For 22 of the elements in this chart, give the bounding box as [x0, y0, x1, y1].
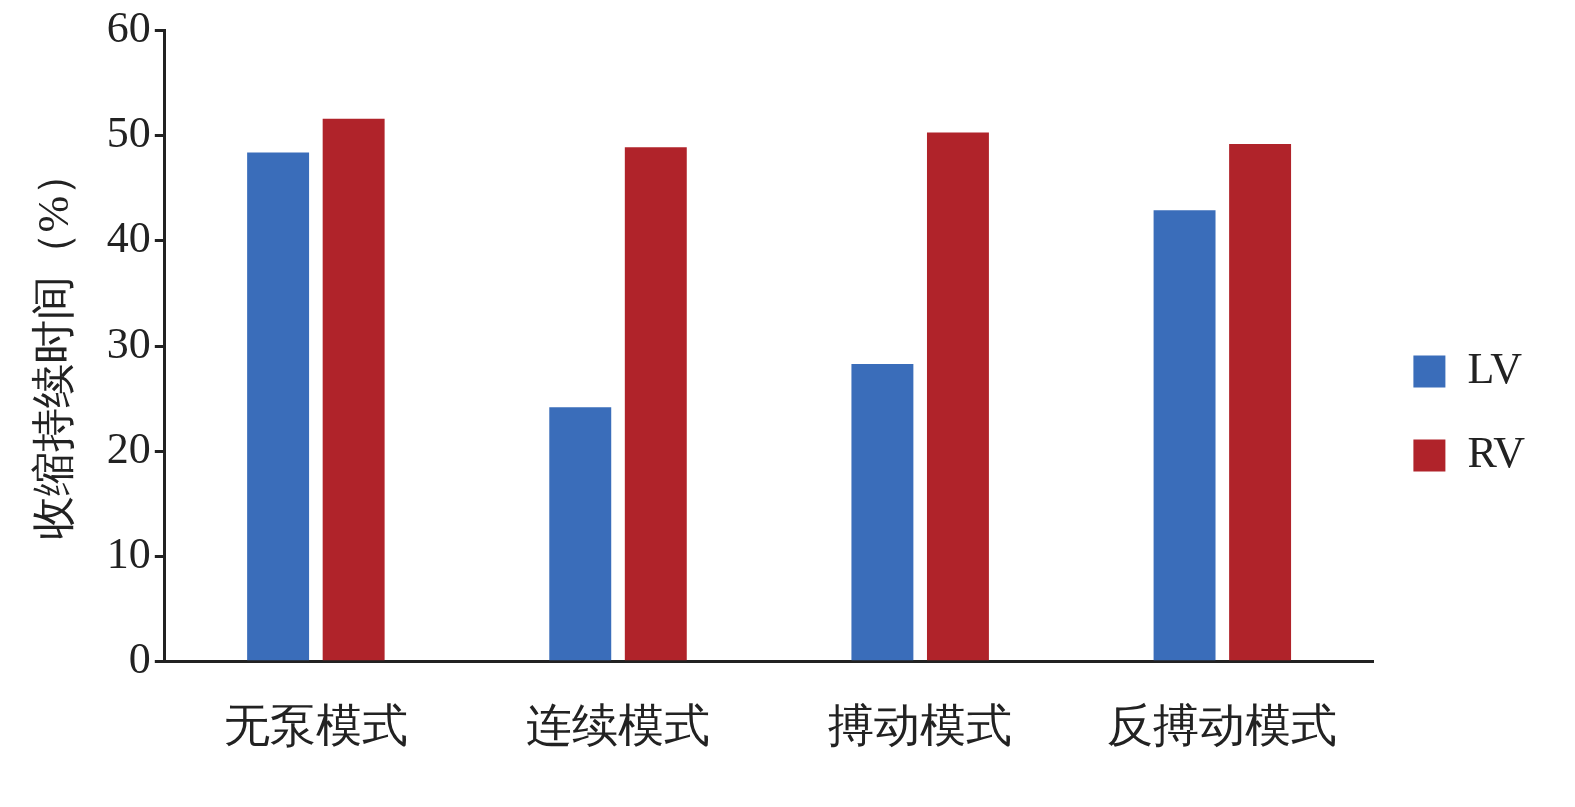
bar: [926, 132, 989, 661]
legend-label: RV: [1467, 428, 1526, 478]
y-tick-label: 0: [128, 634, 151, 684]
bar: [322, 118, 385, 661]
bar: [247, 152, 310, 661]
bar: [851, 363, 914, 661]
y-tick-label: 50: [106, 108, 151, 158]
bar: [1229, 144, 1292, 661]
x-tick-label: 无泵模式: [223, 700, 408, 752]
y-tick-label: 10: [106, 529, 151, 579]
y-tick-label: 30: [106, 318, 151, 368]
y-tick-label: 40: [106, 213, 151, 263]
y-axis-title: 收缩持续时间（%）: [28, 151, 78, 541]
x-tick-label: 连续模式: [526, 700, 711, 752]
bar: [549, 407, 612, 661]
bar: [1153, 210, 1216, 661]
y-tick-label: 20: [106, 423, 151, 473]
y-tick-label: 60: [106, 2, 151, 52]
x-tick-label: 搏动模式: [828, 700, 1013, 752]
x-tick-label: 反搏动模式: [1107, 700, 1338, 752]
bar: [624, 147, 687, 661]
legend-label: LV: [1467, 344, 1523, 394]
